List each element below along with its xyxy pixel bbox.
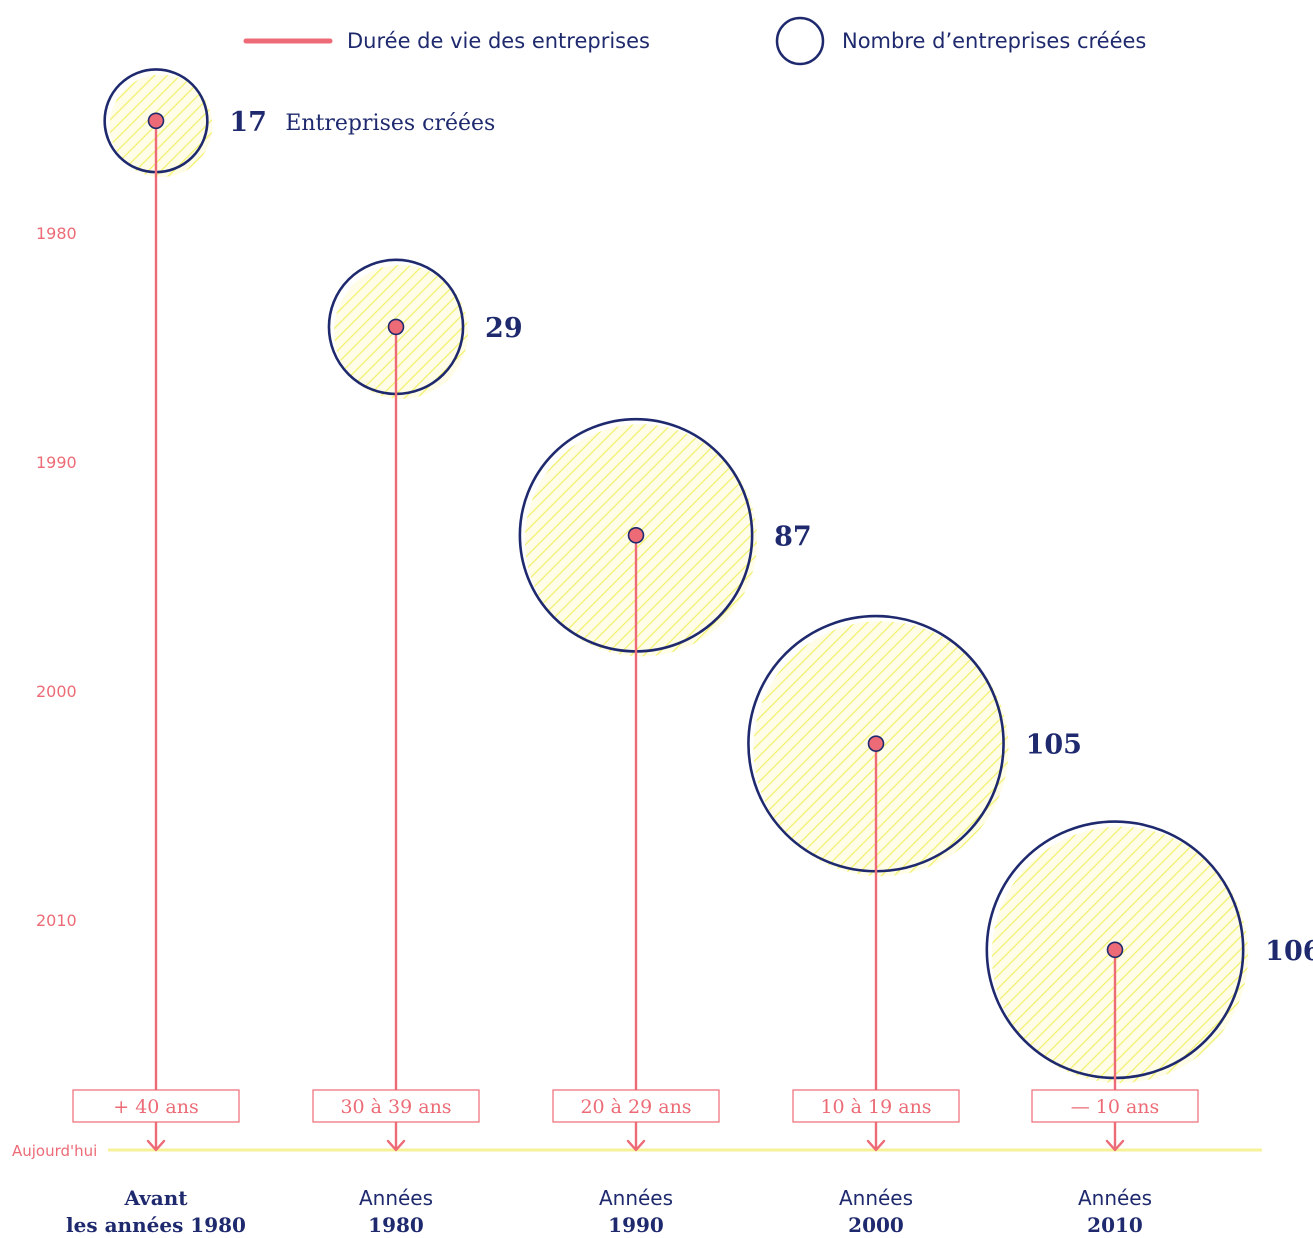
arrow-head	[386, 1139, 406, 1152]
duration-label: + 40 ans	[113, 1096, 199, 1118]
y-tick-label: 1980	[36, 224, 77, 243]
duration-label: — 10 ans	[1071, 1096, 1160, 1118]
count-label: 105	[1026, 730, 1082, 761]
duration-label: 20 à 29 ans	[580, 1096, 691, 1118]
start-dot	[867, 735, 885, 752]
duration-box	[1031, 1089, 1199, 1123]
duration-label: 30 à 39 ans	[340, 1096, 451, 1118]
series-group: 87 20 à 29 ans Années 1990	[518, 417, 812, 1237]
y-axis: 1980 1990 2000 2010	[36, 224, 77, 930]
count-label: 106	[1265, 936, 1313, 967]
duration-box	[312, 1089, 480, 1123]
duration-box	[552, 1089, 720, 1123]
start-dot	[1106, 941, 1124, 959]
start-dot	[387, 318, 405, 336]
category-label-line1: Années	[1078, 1186, 1152, 1210]
count-suffix-label: Entreprises créées	[285, 111, 495, 136]
category-label-line1: Années	[839, 1186, 913, 1210]
duration-box	[72, 1089, 240, 1123]
series-group: 106 — 10 ans Années 2010	[985, 820, 1313, 1237]
arrow-head	[866, 1139, 886, 1152]
series-group: 29 30 à 39 ans Années 1980	[312, 258, 523, 1237]
category-label-line1: Années	[599, 1186, 673, 1210]
y-tick-label: 2000	[36, 682, 77, 701]
category-label-line1: Avant	[123, 1186, 188, 1210]
duration-label: 10 à 19 ans	[820, 1096, 931, 1118]
today-label: Aujourd'hui	[12, 1142, 97, 1160]
arrow-head	[626, 1139, 646, 1152]
series-group: 105 10 à 19 ans Années 2000	[747, 614, 1082, 1237]
count-label: 87	[774, 521, 812, 552]
category-label-line2: 1990	[608, 1213, 664, 1237]
arrow-head	[1105, 1139, 1125, 1152]
y-tick-label: 1990	[36, 453, 77, 472]
category-label-line2: les années 1980	[66, 1213, 246, 1237]
category-label-line2: 2000	[848, 1213, 904, 1237]
legend-circle-label: Nombre d’entreprises créées	[842, 29, 1146, 53]
series-group: 17 Entreprises créées + 40 ans Avant les ann…	[66, 68, 495, 1237]
legend-line-label: Durée de vie des entreprises	[347, 29, 650, 53]
category-label-line2: 1980	[368, 1213, 424, 1237]
category-label-line1: Années	[359, 1186, 433, 1210]
category-label-line2: 2010	[1087, 1213, 1143, 1237]
legend: Durée de vie des entreprises Nombre d’en…	[243, 16, 1146, 66]
start-dot	[627, 526, 645, 544]
baseline: Aujourd'hui	[12, 1142, 1262, 1160]
duration-box	[792, 1089, 960, 1123]
y-tick-label: 2010	[36, 911, 77, 930]
start-dot	[147, 112, 165, 130]
count-label: 17	[229, 107, 267, 138]
count-label: 29	[485, 313, 523, 344]
series-layer: 17 Entreprises créées + 40 ans Avant les ann…	[66, 68, 1313, 1237]
legend-circle-swatch	[775, 16, 825, 66]
arrow-head	[146, 1139, 166, 1152]
